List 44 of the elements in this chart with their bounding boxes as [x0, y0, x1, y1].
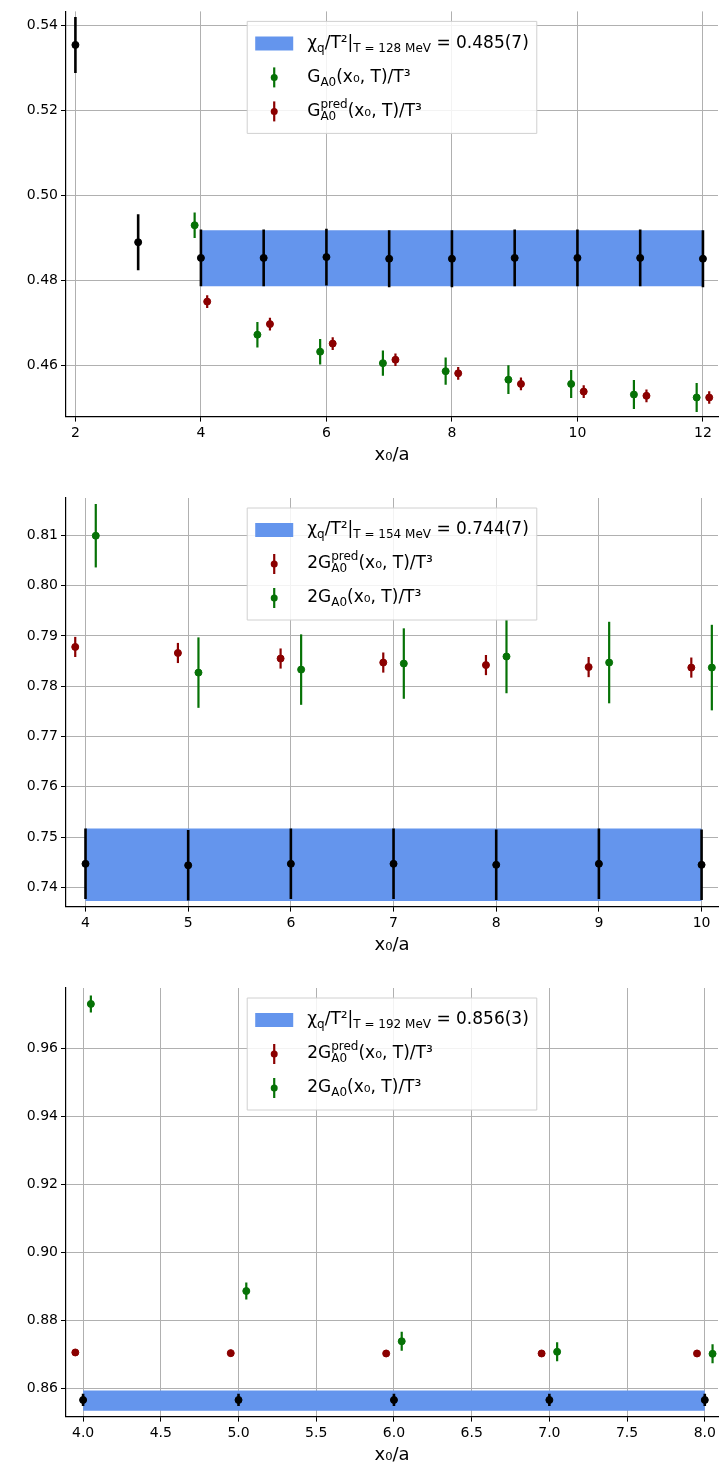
y-tick-label: 0.92 [26, 1175, 58, 1192]
x-tick-label: 5.0 [227, 1423, 250, 1440]
x-tick-label: 5.5 [305, 1423, 328, 1440]
x-tick-label: 4.0 [71, 1423, 95, 1440]
x-tick-label: 6 [286, 913, 296, 930]
x-tick-label: 4 [81, 913, 91, 930]
x-tick-label: 4.5 [149, 1423, 172, 1440]
y-tick-label: 0.54 [26, 16, 59, 33]
x-tick-label: 5 [183, 913, 193, 930]
y-tick-label: 0.80 [26, 576, 58, 593]
y-tick-label: 0.94 [26, 1107, 59, 1124]
y-tick-label: 0.48 [26, 271, 58, 288]
y-tick-label: 0.88 [26, 1310, 58, 1327]
y-tick-label: 0.74 [26, 878, 59, 895]
x-tick-label: 6 [321, 423, 331, 440]
x-tick-label: 12 [694, 423, 712, 440]
x-tick-label: 9 [594, 913, 604, 930]
x-tick-label: 7.5 [615, 1423, 639, 1440]
x-tick-label: 6.0 [382, 1423, 406, 1440]
x-axis-title: x₀/a [374, 932, 410, 954]
x-tick-label: 8.0 [693, 1423, 716, 1440]
x-tick-label: 6.5 [460, 1423, 483, 1440]
x-axis-title: x₀/a [374, 1442, 410, 1464]
x-tick-label: 8 [447, 423, 457, 440]
x-tick-label: 7.0 [538, 1423, 561, 1440]
x-tick-label: 2 [70, 423, 80, 440]
y-tick-label: 0.81 [26, 525, 58, 542]
x-axis-title: x₀/a [374, 442, 410, 464]
y-tick-label: 0.96 [26, 1039, 59, 1056]
y-tick-label: 0.46 [26, 355, 59, 372]
y-tick-label: 0.50 [26, 186, 58, 203]
x-tick-label: 10 [568, 423, 587, 440]
y-tick-label: 0.75 [26, 827, 58, 844]
y-tick-label: 0.90 [26, 1242, 58, 1259]
y-tick-label: 0.78 [26, 676, 58, 693]
x-tick-label: 10 [692, 913, 711, 930]
y-tick-label: 0.79 [26, 626, 58, 643]
x-tick-label: 4 [196, 423, 206, 440]
y-tick-label: 0.86 [26, 1378, 59, 1395]
y-tick-label: 0.76 [26, 777, 59, 794]
y-tick-label: 0.77 [26, 727, 58, 744]
y-tick-label: 0.52 [26, 101, 58, 118]
x-tick-label: 7 [389, 913, 398, 930]
x-tick-label: 8 [491, 913, 501, 930]
